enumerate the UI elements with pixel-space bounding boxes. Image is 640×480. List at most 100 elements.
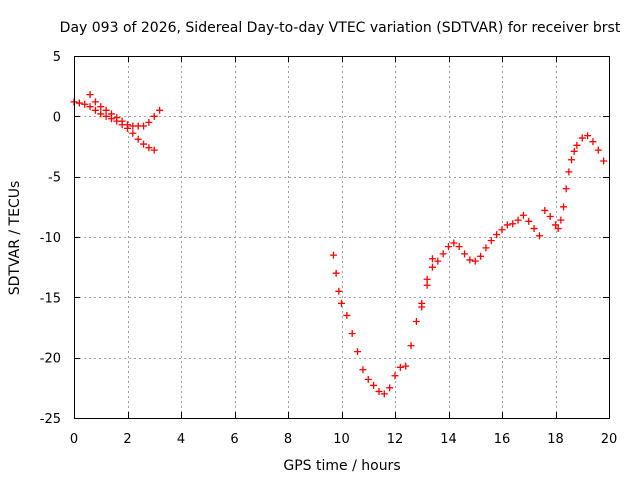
data-point [97, 110, 105, 118]
data-point [396, 363, 404, 371]
data-point [570, 147, 578, 155]
data-point [477, 252, 485, 260]
data-point [150, 146, 158, 154]
data-point [487, 237, 495, 245]
data-point [498, 226, 506, 234]
data-point [546, 212, 554, 220]
data-point [557, 216, 565, 224]
data-point [509, 220, 517, 228]
y-tick-label: 0 [53, 110, 61, 125]
data-point [81, 100, 89, 108]
data-point [140, 122, 148, 130]
data-point [530, 225, 538, 233]
data-point [113, 114, 121, 122]
data-point [102, 112, 110, 120]
data-point [428, 255, 436, 263]
data-point [348, 330, 356, 338]
data-point [600, 157, 608, 165]
y-tick-label: -10 [40, 231, 61, 246]
data-point [423, 275, 431, 283]
data-point [386, 384, 394, 392]
data-point [402, 362, 410, 370]
series-5 [541, 132, 608, 233]
grid [74, 56, 609, 418]
data-point [97, 103, 105, 111]
data-point [338, 299, 345, 307]
data-point [91, 106, 99, 114]
data-point [471, 257, 479, 265]
series-4 [418, 211, 543, 311]
x-tick-label: 2 [123, 432, 131, 447]
x-tick-label: 16 [494, 432, 511, 447]
data-point [359, 366, 367, 374]
data-point [391, 372, 399, 380]
data-point [562, 185, 570, 193]
data-point [503, 221, 511, 229]
data-point [156, 106, 164, 114]
x-tick-label: 4 [177, 432, 185, 447]
data-point [482, 244, 490, 252]
data-point [354, 348, 362, 356]
data-point [145, 144, 153, 152]
data-point [578, 134, 586, 142]
data-point [589, 138, 597, 146]
data-point [418, 303, 426, 311]
x-tick-label: 12 [387, 432, 404, 447]
data-point [107, 110, 115, 118]
y-tick-label: 5 [53, 50, 61, 65]
chart-title: Day 093 of 2026, Sidereal Day-to-day VTE… [60, 20, 621, 36]
data-point [86, 103, 94, 111]
data-point [140, 140, 148, 148]
data-point [554, 225, 562, 233]
data-point [380, 390, 388, 398]
data-points [70, 91, 608, 398]
data-point [493, 231, 501, 239]
data-point [145, 118, 153, 126]
data-point [91, 98, 99, 106]
data-point [407, 342, 415, 350]
series-2 [86, 91, 164, 130]
data-point [124, 121, 131, 129]
data-point [565, 168, 573, 176]
data-point [375, 387, 383, 395]
data-point [364, 375, 372, 383]
data-point [343, 311, 351, 319]
data-point [573, 141, 581, 149]
data-point [525, 217, 533, 225]
data-point [370, 381, 378, 389]
data-point [434, 257, 442, 265]
data-point [86, 91, 94, 99]
data-point [552, 221, 559, 229]
data-point [461, 250, 469, 258]
data-point [541, 206, 549, 214]
data-point [560, 203, 568, 211]
data-point [445, 243, 452, 251]
data-point [535, 232, 543, 240]
y-tick-label: -5 [48, 171, 61, 186]
data-point [332, 269, 340, 277]
data-point [568, 156, 576, 164]
data-point [514, 216, 522, 224]
x-tick-label: 0 [70, 432, 78, 447]
x-tick-label: 8 [284, 432, 292, 447]
y-tick-label: -15 [40, 291, 61, 306]
x-tick-label: 18 [547, 432, 564, 447]
y-tick-label: -25 [40, 412, 61, 427]
data-point [118, 117, 126, 125]
data-point [519, 211, 527, 219]
data-point [150, 112, 158, 120]
data-point [450, 239, 458, 247]
plot-frame [74, 56, 610, 419]
y-axis-label: SDTVAR / TECUs [7, 181, 23, 296]
y-tick-label: -20 [40, 352, 61, 367]
x-tick-label: 10 [333, 432, 350, 447]
data-point [102, 106, 110, 114]
data-point [428, 263, 436, 271]
data-point [335, 287, 343, 295]
data-point [466, 256, 474, 264]
x-axis-label: GPS time / hours [283, 458, 400, 474]
series-3 [329, 251, 436, 398]
data-point [439, 250, 447, 258]
x-tick-label: 6 [230, 432, 238, 447]
